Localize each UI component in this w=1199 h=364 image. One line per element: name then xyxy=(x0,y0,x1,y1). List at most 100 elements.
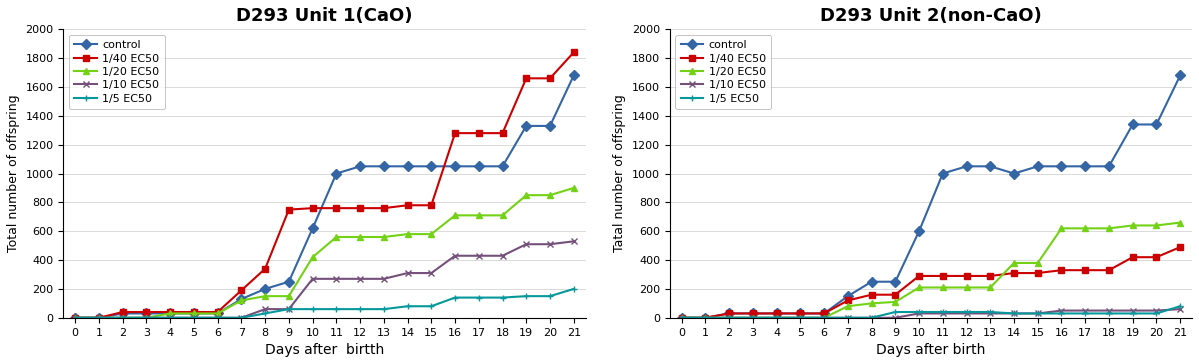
control xyxy=(1007,171,1022,176)
control xyxy=(1031,164,1046,169)
1/20 EC50 xyxy=(211,311,225,316)
1/20 EC50 xyxy=(471,213,486,218)
1/5 EC50 xyxy=(1173,304,1187,308)
1/20 EC50 xyxy=(400,232,415,236)
control xyxy=(115,311,129,316)
1/5 EC50 xyxy=(400,304,415,308)
1/20 EC50 xyxy=(234,298,248,302)
1/5 EC50 xyxy=(163,316,177,320)
1/10 EC50 xyxy=(306,277,320,281)
Line: 1/20 EC50: 1/20 EC50 xyxy=(72,185,577,321)
1/10 EC50 xyxy=(448,254,463,258)
control xyxy=(770,311,784,316)
control xyxy=(912,229,927,233)
1/20 EC50 xyxy=(983,285,998,290)
1/5 EC50 xyxy=(1102,311,1116,316)
1/10 EC50 xyxy=(1173,307,1187,311)
1/10 EC50 xyxy=(746,316,760,320)
1/20 EC50 xyxy=(258,294,272,298)
1/40 EC50 xyxy=(983,274,998,278)
1/20 EC50 xyxy=(864,301,879,305)
1/40 EC50 xyxy=(1150,255,1164,260)
1/5 EC50 xyxy=(864,316,879,320)
1/20 EC50 xyxy=(187,311,201,316)
1/20 EC50 xyxy=(888,300,903,304)
1/10 EC50 xyxy=(139,316,153,320)
1/5 EC50 xyxy=(115,316,129,320)
1/20 EC50 xyxy=(376,235,391,239)
1/20 EC50 xyxy=(68,316,83,320)
1/20 EC50 xyxy=(92,316,107,320)
1/10 EC50 xyxy=(68,316,83,320)
1/10 EC50 xyxy=(840,316,855,320)
1/5 EC50 xyxy=(495,296,510,300)
1/40 EC50 xyxy=(115,310,129,314)
1/10 EC50 xyxy=(794,316,808,320)
1/10 EC50 xyxy=(1007,311,1022,316)
1/40 EC50 xyxy=(746,311,760,316)
1/20 EC50 xyxy=(698,316,712,320)
control xyxy=(1078,164,1092,169)
1/40 EC50 xyxy=(68,316,83,320)
control xyxy=(448,164,463,169)
X-axis label: Days after  birtth: Days after birtth xyxy=(265,343,384,357)
1/40 EC50 xyxy=(888,293,903,297)
1/10 EC50 xyxy=(163,316,177,320)
control xyxy=(888,280,903,284)
control xyxy=(471,164,486,169)
1/5 EC50 xyxy=(376,307,391,311)
1/40 EC50 xyxy=(187,310,201,314)
1/5 EC50 xyxy=(234,316,248,320)
1/5 EC50 xyxy=(840,316,855,320)
1/20 EC50 xyxy=(1054,226,1068,230)
1/40 EC50 xyxy=(840,298,855,302)
1/40 EC50 xyxy=(400,203,415,207)
Title: D293 Unit 2(non-CaO): D293 Unit 2(non-CaO) xyxy=(820,7,1042,25)
Legend: control, 1/40 EC50, 1/20 EC50, 1/10 EC50, 1/5 EC50: control, 1/40 EC50, 1/20 EC50, 1/10 EC50… xyxy=(675,35,771,109)
1/5 EC50 xyxy=(567,287,582,291)
control xyxy=(543,124,558,128)
1/40 EC50 xyxy=(935,274,950,278)
1/10 EC50 xyxy=(817,316,831,320)
1/40 EC50 xyxy=(1078,268,1092,272)
control xyxy=(983,164,998,169)
Line: 1/5 EC50: 1/5 EC50 xyxy=(679,303,1183,321)
1/40 EC50 xyxy=(959,274,974,278)
control xyxy=(353,164,367,169)
1/5 EC50 xyxy=(187,316,201,320)
1/40 EC50 xyxy=(543,76,558,80)
1/10 EC50 xyxy=(1031,311,1046,316)
1/10 EC50 xyxy=(698,316,712,320)
1/20 EC50 xyxy=(1150,223,1164,228)
control xyxy=(495,164,510,169)
control xyxy=(1102,164,1116,169)
Line: control: control xyxy=(679,72,1183,321)
1/40 EC50 xyxy=(234,288,248,293)
1/40 EC50 xyxy=(353,206,367,210)
1/5 EC50 xyxy=(211,316,225,320)
control xyxy=(1150,122,1164,127)
1/10 EC50 xyxy=(1078,308,1092,313)
1/40 EC50 xyxy=(1126,255,1140,260)
control xyxy=(746,311,760,316)
Y-axis label: Total number of offspring: Total number of offspring xyxy=(7,95,20,252)
Title: D293 Unit 1(CaO): D293 Unit 1(CaO) xyxy=(236,7,412,25)
1/5 EC50 xyxy=(698,316,712,320)
1/5 EC50 xyxy=(722,316,736,320)
control xyxy=(935,171,950,176)
control xyxy=(282,280,296,284)
1/10 EC50 xyxy=(330,277,344,281)
1/20 EC50 xyxy=(746,316,760,320)
1/10 EC50 xyxy=(864,316,879,320)
1/40 EC50 xyxy=(282,207,296,212)
1/40 EC50 xyxy=(817,311,831,316)
1/10 EC50 xyxy=(211,316,225,320)
1/10 EC50 xyxy=(353,277,367,281)
1/10 EC50 xyxy=(770,316,784,320)
1/5 EC50 xyxy=(424,304,439,308)
1/40 EC50 xyxy=(864,293,879,297)
1/5 EC50 xyxy=(959,310,974,314)
1/5 EC50 xyxy=(139,316,153,320)
1/5 EC50 xyxy=(935,310,950,314)
1/10 EC50 xyxy=(115,316,129,320)
